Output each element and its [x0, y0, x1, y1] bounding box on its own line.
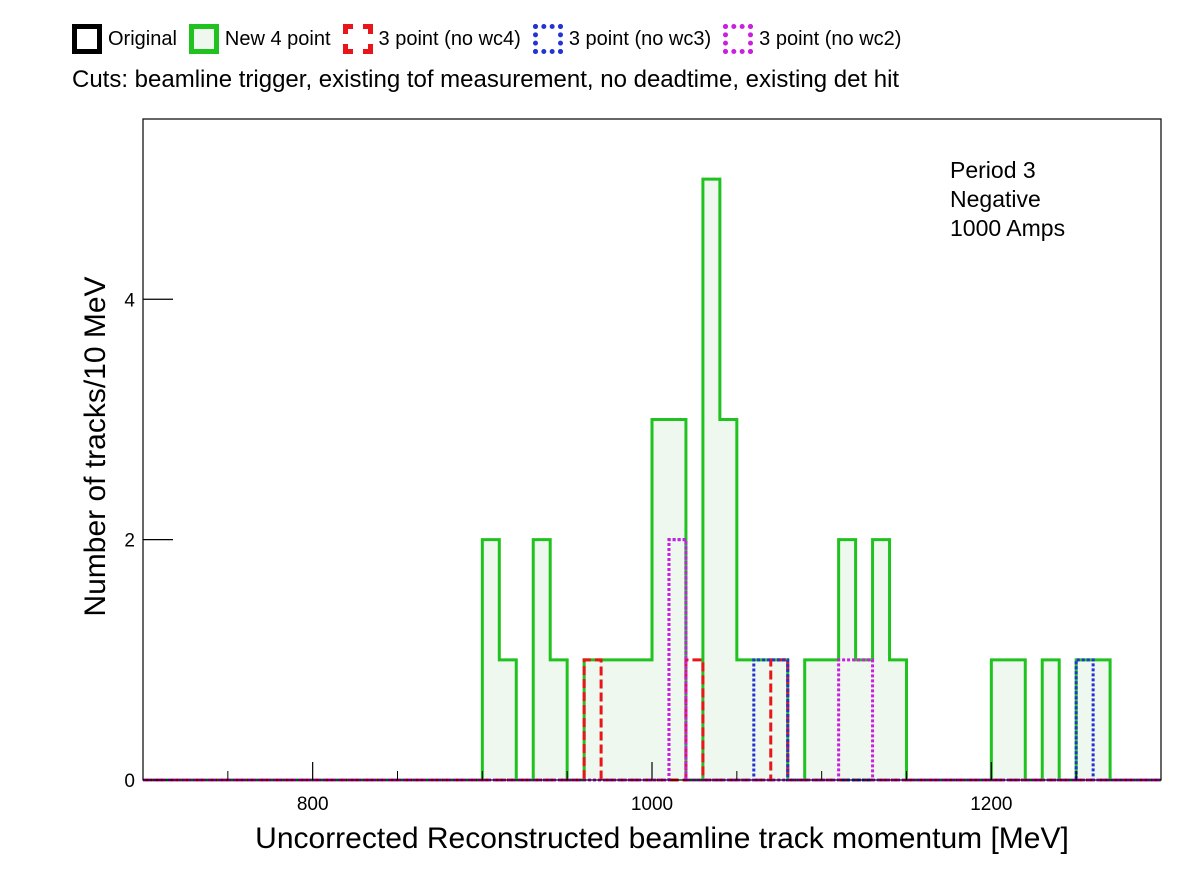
annotation-line: Period 3 [950, 157, 1036, 183]
x-tick-label: 1000 [631, 794, 673, 815]
histogram-bin [890, 660, 907, 780]
histogram-bin [584, 660, 601, 780]
y-tick-label: 0 [124, 771, 135, 792]
histogram-bin [805, 660, 822, 780]
x-axis-label: Uncorrected Reconstructed beamline track… [255, 822, 1069, 855]
histogram-bin [669, 540, 686, 780]
histogram-bin [1076, 660, 1093, 780]
histogram-bin [652, 419, 669, 780]
legend-swatch-original [72, 24, 102, 54]
histogram-bin [1093, 660, 1110, 780]
histogram-bin [1008, 660, 1025, 780]
histogram-bin [873, 540, 890, 780]
y-tick-label: 2 [124, 531, 135, 552]
histogram-bin [533, 540, 550, 780]
legend: Original New 4 point 3 point (no wc4) 3 … [72, 14, 913, 64]
histogram-bin [686, 660, 703, 780]
legend-swatch-no-wc2 [723, 24, 754, 54]
histogram-bin [822, 660, 839, 780]
histogram-bin [737, 660, 754, 780]
annotation-line: 1000 Amps [950, 215, 1065, 241]
legend-item-no-wc4: 3 point (no wc4) [342, 24, 521, 54]
histogram-bin [703, 179, 720, 780]
legend-item-no-wc3: 3 point (no wc3) [532, 24, 712, 54]
histogram-bin [635, 660, 652, 780]
histogram-bin [601, 660, 618, 780]
legend-label: 3 point (no wc4) [378, 27, 521, 50]
legend-item-original: Original [72, 24, 177, 54]
histogram-bin [618, 660, 635, 780]
y-tick-label: 4 [124, 290, 135, 311]
legend-swatch-no-wc4 [342, 24, 373, 54]
histogram-bin [991, 660, 1008, 780]
y-axis-label: Number of tracks/10 MeV [79, 276, 112, 616]
legend-label: 3 point (no wc3) [568, 27, 712, 50]
histogram-bin [482, 540, 499, 780]
annotation-line: Negative [950, 186, 1041, 212]
histogram-bin [1042, 660, 1059, 780]
cuts-caption: Cuts: beamline trigger, existing tof mea… [72, 66, 900, 93]
histogram-bin [839, 660, 856, 780]
legend-label: 3 point (no wc2) [759, 27, 902, 50]
legend-swatch-no-wc3 [532, 24, 563, 54]
histogram-bin [754, 660, 771, 780]
histogram-bin [771, 660, 788, 780]
x-tick-label: 1200 [970, 794, 1012, 815]
legend-item-new-4-point: New 4 point [188, 24, 331, 54]
legend-label: Original [108, 27, 177, 50]
histogram-bin [856, 660, 873, 780]
histogram-bin [550, 660, 567, 780]
histogram-bin [499, 660, 516, 780]
legend-label: New 4 point [224, 27, 331, 50]
histogram-bin [720, 419, 737, 780]
x-tick-label: 800 [297, 794, 329, 815]
legend-item-no-wc2: 3 point (no wc2) [723, 24, 901, 54]
legend-swatch-new-4-point [188, 24, 219, 54]
